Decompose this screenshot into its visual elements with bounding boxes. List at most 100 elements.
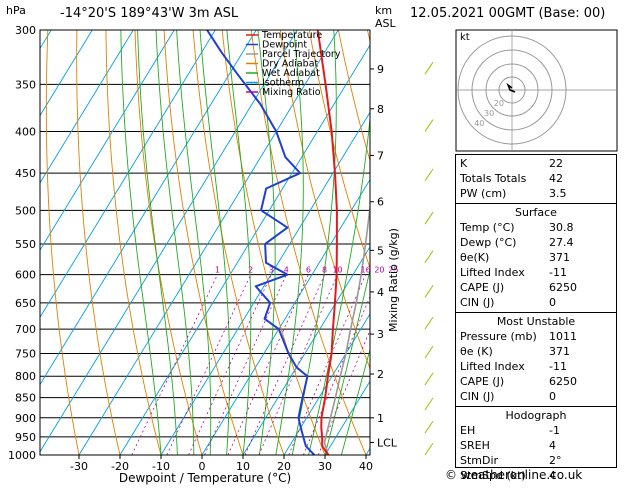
index-label: Dewp (°C) <box>460 236 516 249</box>
asl-axis-label: ASL <box>375 17 397 30</box>
km-tick-label: 7 <box>377 149 384 162</box>
index-value: 0 <box>549 390 556 403</box>
km-tick-label: 5 <box>377 244 384 257</box>
index-value: 6250 <box>549 375 577 388</box>
index-value: 0 <box>549 296 556 309</box>
dry-adiabat <box>106 30 161 455</box>
pressure-tick-label: 1000 <box>8 449 36 462</box>
parcel-trajectory-line <box>324 30 376 455</box>
index-row: Totals Totals 42 <box>456 172 616 188</box>
index-label: StmDir <box>460 454 498 467</box>
pressure-tick-label: 900 <box>15 412 36 425</box>
index-label: CIN (J) <box>460 296 494 309</box>
index-value: 30.8 <box>549 221 574 234</box>
legend-label: Mixing Ratio <box>262 87 321 98</box>
wind-barb <box>425 398 433 410</box>
wind-barb <box>425 443 433 455</box>
index-value: 371 <box>549 251 570 264</box>
pressure-tick-label: 500 <box>15 204 36 217</box>
hodograph-ring-label: 40 <box>474 119 484 128</box>
index-label: CAPE (J) <box>460 375 504 388</box>
index-value: -11 <box>549 360 567 373</box>
wet-adiabat <box>200 30 230 455</box>
index-row: CAPE (J) 6250 <box>456 281 616 297</box>
index-label: Lifted Index <box>460 266 525 279</box>
pressure-tick-label: 850 <box>15 392 36 405</box>
index-row: K 22 <box>456 157 616 173</box>
mixing-ratio-label: 2 <box>248 266 253 275</box>
wind-barb <box>425 169 433 181</box>
km-tick-label: 2 <box>377 368 384 381</box>
temp-tick-label: 40 <box>359 460 373 473</box>
index-label: SREH <box>460 439 490 452</box>
index-row: Lifted Index-11 <box>456 266 616 282</box>
index-section-title: Hodograph <box>456 409 616 422</box>
index-label: PW (cm) <box>460 187 506 200</box>
index-value: 3.5 <box>549 187 567 200</box>
dry-adiabat <box>309 30 448 455</box>
mixing-ratio-label: 10 <box>332 266 342 275</box>
km-axis-label: km <box>375 4 392 17</box>
mixing-ratio-label: 8 <box>322 266 327 275</box>
hodograph-ring-label: 30 <box>484 109 494 118</box>
credit-footer: © weatheronline.co.uk <box>445 468 582 482</box>
pressure-tick-label: 550 <box>15 238 36 251</box>
isotherm-line <box>0 30 10 455</box>
index-row: Temp (°C) 30.8 <box>456 221 616 237</box>
pressure-tick-label: 600 <box>15 269 36 282</box>
pressure-tick-label: 800 <box>15 370 36 383</box>
wind-barb <box>425 373 433 385</box>
wind-barb <box>425 120 433 132</box>
index-label: CIN (J) <box>460 390 494 403</box>
km-tick-label: 3 <box>377 328 384 341</box>
indices-panel: K 22 Totals Totals 42 PW (cm) 3.5 Surface Temp … <box>455 154 617 468</box>
km-tick-label: LCL <box>377 436 398 449</box>
index-separator <box>456 312 616 313</box>
isotherm-line <box>202 30 461 455</box>
index-value: 371 <box>549 345 570 358</box>
dry-adiabat <box>46 30 79 455</box>
wet-adiabat <box>138 30 178 455</box>
index-label: K <box>460 157 467 170</box>
wind-barb <box>425 251 433 263</box>
index-value: -1 <box>549 424 560 437</box>
wind-barb <box>425 62 433 74</box>
index-row: CIN (J) 0 <box>456 296 616 312</box>
pressure-tick-label: 450 <box>15 167 36 180</box>
index-value: 42 <box>549 172 563 185</box>
index-row: θe (K)371 <box>456 345 616 361</box>
pressure-tick-label: 750 <box>15 347 36 360</box>
mixing-ratio-axis-label: Mixing Ratio (g/kg) <box>387 228 400 332</box>
index-value: 4 <box>549 439 556 452</box>
mixing-ratio-line <box>167 275 251 455</box>
index-label: Totals Totals <box>460 172 526 185</box>
index-row: θe(K)371 <box>456 251 616 267</box>
index-label: CAPE (J) <box>460 281 504 294</box>
mixing-ratio-label: 6 <box>306 266 311 275</box>
index-value: 2° <box>549 454 562 467</box>
index-value: 22 <box>549 157 563 170</box>
pressure-tick-label: 650 <box>15 297 36 310</box>
index-row: CIN (J) 0 <box>456 390 616 406</box>
index-value: 6250 <box>549 281 577 294</box>
index-label: Pressure (mb) <box>460 330 537 343</box>
index-row: Dewp (°C)27.4 <box>456 236 616 252</box>
index-row: PW (cm) 3.5 <box>456 187 616 203</box>
km-tick-label: 1 <box>377 412 384 425</box>
hodograph-title: kt <box>460 32 470 43</box>
index-section-title: Surface <box>456 206 616 219</box>
wind-barb <box>425 285 433 297</box>
km-tick-label: 9 <box>377 63 384 76</box>
pressure-tick-label: 400 <box>15 126 36 139</box>
km-tick-label: 4 <box>377 286 384 299</box>
index-label: EH <box>460 424 475 437</box>
datetime-header: 12.05.2021 00GMT (Base: 00) <box>410 6 605 21</box>
wind-barb <box>425 212 433 224</box>
index-row: Pressure (mb) 1011 <box>456 330 616 346</box>
x-axis-label: Dewpoint / Temperature (°C) <box>119 471 291 485</box>
pressure-tick-label: 350 <box>15 78 36 91</box>
index-label: Temp (°C) <box>460 221 515 234</box>
hpa-axis-label: hPa <box>6 4 26 17</box>
index-value: 1011 <box>549 330 577 343</box>
